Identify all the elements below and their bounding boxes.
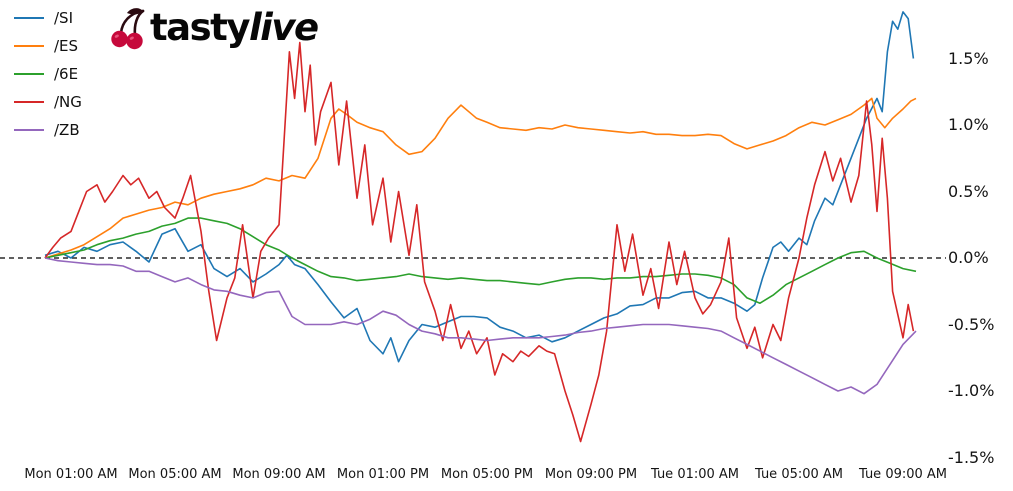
series-line-zb (44, 257, 917, 395)
y-tick-label: -0.5% (948, 314, 995, 334)
brand-text-accent: live (248, 6, 319, 49)
legend-item-ng: /NG (14, 91, 82, 112)
legend-item-si: /SI (14, 7, 82, 28)
series-line-si (44, 11, 915, 363)
legend-label-zb: /ZB (54, 120, 80, 139)
legend-label-6e: /6E (54, 64, 79, 83)
chart-legend: /SI /ES /6E /NG /ZB (14, 7, 82, 140)
legend-label-si: /SI (54, 8, 73, 27)
legend-item-6e: /6E (14, 63, 82, 84)
series-color-swatch-ng (14, 100, 44, 103)
y-tick-label: 0.5% (948, 181, 989, 201)
x-tick-label: Tue 05:00 AM (754, 467, 844, 482)
series-color-swatch-es (14, 44, 44, 47)
y-tick-label: 1.0% (948, 115, 989, 134)
series-color-swatch-6e (14, 72, 44, 75)
x-tick-label: Mon 01:00 AM (24, 467, 118, 482)
legend-item-es: /ES (14, 35, 82, 56)
brand-text-main: tasty (150, 6, 250, 49)
series-line-ng (44, 41, 915, 443)
tastylive-logo: tastylive (110, 6, 319, 50)
series-color-swatch-zb (14, 128, 44, 131)
series-line-es (44, 97, 917, 259)
x-tick-label: Tue 09:00 AM (858, 467, 948, 482)
x-tick-label: Tue 01:00 AM (650, 467, 740, 482)
x-tick-label: Mon 09:00 PM (544, 467, 638, 482)
brand-wordmark: tastylive (150, 6, 319, 50)
y-tick-label: 1.5% (948, 48, 989, 68)
x-tick-label: Mon 05:00 PM (440, 467, 534, 482)
y-tick-label: -1.5% (948, 447, 995, 467)
x-tick-label: Mon 01:00 PM (336, 467, 430, 482)
x-tick-label: Mon 05:00 AM (128, 467, 222, 482)
legend-item-zb: /ZB (14, 119, 82, 140)
series-line-6e (44, 217, 917, 305)
cherry-icon (111, 8, 145, 50)
legend-label-es: /ES (54, 36, 79, 55)
legend-label-ng: /NG (54, 92, 82, 111)
x-tick-label: Mon 09:00 AM (232, 467, 326, 482)
series-color-swatch-si (14, 16, 44, 19)
y-tick-label: -1.0% (948, 381, 995, 400)
y-tick-label: 0.0% (948, 248, 989, 267)
